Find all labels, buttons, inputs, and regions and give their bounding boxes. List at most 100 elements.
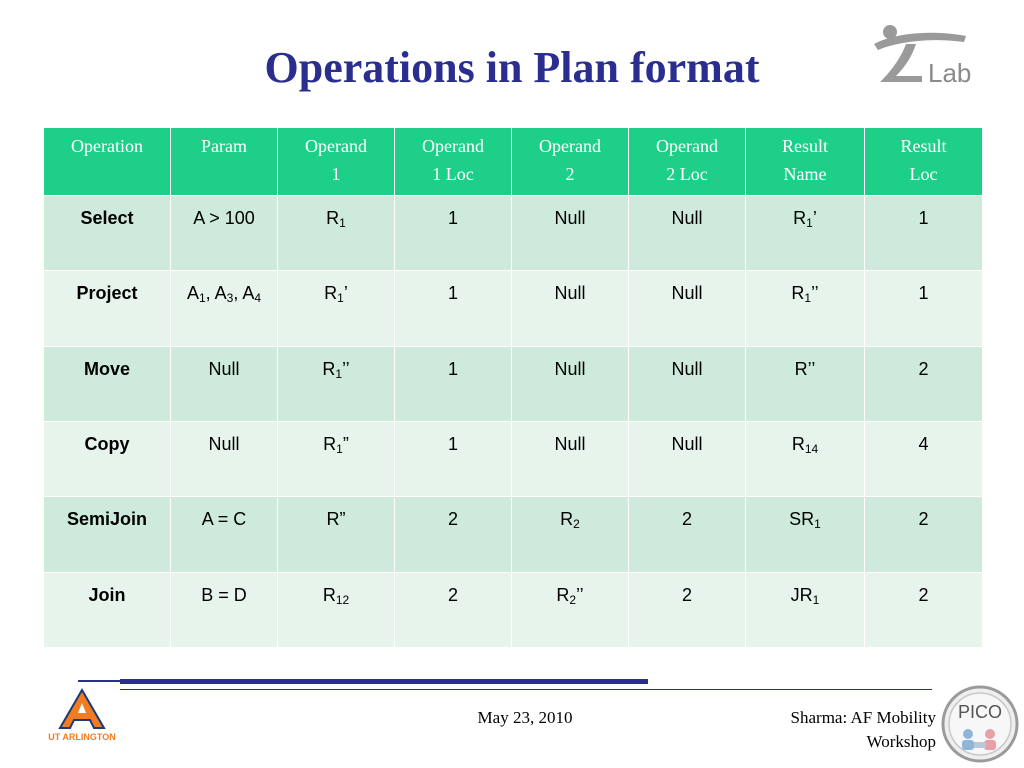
ut-logo-text: UT ARLINGTON [48, 732, 116, 742]
cell-subscript: 1 [804, 291, 811, 306]
cell-text: Null [208, 433, 240, 454]
pico-logo: PICO [941, 685, 1019, 763]
cell-text: B = D [201, 584, 247, 605]
cell-subscript: 1 [339, 216, 346, 230]
cell-text: ’ [812, 208, 817, 228]
operation-cell: Select [43, 194, 171, 272]
footer-credit-line1: Sharma: AF Mobility [790, 708, 936, 727]
cell-text: R [556, 584, 570, 605]
operand2-cell: Null [511, 194, 629, 272]
column-header-line: Name [783, 164, 827, 184]
cell-subscript: 1 [812, 592, 820, 607]
cell-text: R [326, 208, 340, 228]
operation-cell: SemiJoin [43, 496, 171, 573]
column-header-line: Operand [305, 136, 367, 156]
cell-text: A = C [201, 509, 247, 530]
operand2-loc-cell: 2 [628, 496, 746, 573]
table-row: Join B = D R12 2 R2’’ 2 JR1 2 [43, 571, 983, 649]
footer-credit: Sharma: AF Mobility Workshop [730, 706, 936, 754]
cell-text: ’’ [342, 358, 350, 379]
result-name-cell: R14 [745, 420, 865, 498]
cell-text: R [323, 433, 337, 454]
footer-rule-thick [120, 679, 648, 684]
operand1-cell: R12 [277, 571, 395, 649]
column-header-line: Operand [656, 136, 718, 156]
cell-subscript: 1 [198, 291, 206, 306]
column-header-line: Param [201, 136, 247, 156]
operand1-cell: R” [277, 496, 395, 573]
footer-rule-left [78, 680, 120, 682]
ilab-swoosh-icon [874, 25, 966, 82]
param-cell: A = C [170, 496, 278, 573]
column-header: Result Loc [864, 127, 983, 196]
cell-text: JR [790, 584, 813, 605]
cell-subscript: 1 [336, 441, 343, 456]
column-header-line: Result [900, 136, 947, 156]
cell-subscript: 4 [254, 291, 262, 306]
cell-text: R [793, 208, 807, 228]
cell-text: R [324, 283, 338, 304]
operand1-cell: R1 [277, 194, 395, 272]
operation-cell: Join [43, 571, 171, 649]
operation-cell: Move [43, 345, 171, 422]
column-header-line: Operation [71, 136, 143, 156]
operand1-loc-cell: 1 [394, 194, 512, 272]
column-header: Operation [43, 127, 171, 196]
cell-text: R [322, 584, 336, 605]
cell-text: Null [554, 433, 586, 454]
table-row: Move Null R1’’ 1 Null Null R’’ 2 [43, 345, 983, 422]
operand1-loc-cell: 1 [394, 420, 512, 498]
column-header-line: Result [781, 136, 828, 156]
param-cell: Null [170, 345, 278, 422]
operand1-loc-cell: 2 [394, 571, 512, 649]
column-header-line: Operand [539, 136, 601, 156]
column-header-line: 2 Loc [666, 164, 708, 184]
cell-text: R’’ [794, 358, 816, 379]
column-header: Param [170, 127, 278, 196]
footer-date: May 23, 2010 [477, 708, 573, 727]
operand2-cell: Null [511, 270, 629, 347]
result-name-cell: SR1 [745, 496, 865, 573]
cell-subscript: 1 [335, 366, 342, 381]
cell-text: A [186, 283, 199, 304]
column-header-line: 1 Loc [432, 164, 474, 184]
operand2-loc-cell: Null [628, 420, 746, 498]
result-name-cell: R’’ [745, 345, 865, 422]
operand2-loc-cell: Null [628, 345, 746, 422]
param-cell: A > 100 [170, 194, 278, 272]
operand2-cell: R2’’ [511, 571, 629, 649]
operation-cell: Copy [43, 420, 171, 498]
footer-rule-thin [120, 689, 932, 690]
table-header: Operation Param Operand 1 Operand 1 Loc Operan… [43, 127, 983, 196]
column-header-line: 1 [331, 164, 341, 184]
cell-subscript: 14 [804, 441, 819, 456]
header-row: Operation Param Operand 1 Operand 1 Loc Operan… [43, 127, 983, 196]
operand2-cell: Null [511, 420, 629, 498]
operand1-loc-cell: 2 [394, 496, 512, 573]
ilab-logo-text: Lab [928, 58, 971, 88]
param-cell: A1, A3, A4 [170, 270, 278, 347]
cell-text: Null [554, 283, 586, 304]
ut-a-icon [58, 688, 106, 729]
cell-text: Null [208, 358, 240, 379]
table-row: Copy Null R1” 1 Null Null R14 4 [43, 420, 983, 498]
result-name-cell: JR1 [745, 571, 865, 649]
column-header: Operand 1 [277, 127, 395, 196]
result-name-cell: R1’ [745, 194, 865, 272]
cell-text: , A [233, 283, 255, 304]
operand2-cell: R2 [511, 496, 629, 573]
operand2-loc-cell: Null [628, 270, 746, 347]
table-row: Project A1, A3, A4 R1’ 1 Null Null R1’’ 1 [43, 270, 983, 347]
cell-text: A > 100 [193, 208, 255, 228]
param-cell: Null [170, 420, 278, 498]
cell-text: R [791, 283, 805, 304]
cell-text: SR [789, 509, 815, 530]
column-header-line: Operand [422, 136, 484, 156]
operand2-cell: Null [511, 345, 629, 422]
plan-table: Operation Param Operand 1 Operand 1 Loc Operan… [43, 127, 983, 649]
column-header: Operand 2 Loc [628, 127, 746, 196]
result-name-cell: R1’’ [745, 270, 865, 347]
pico-logo-text: PICO [958, 702, 1002, 722]
cell-subscript: 1 [814, 517, 821, 532]
